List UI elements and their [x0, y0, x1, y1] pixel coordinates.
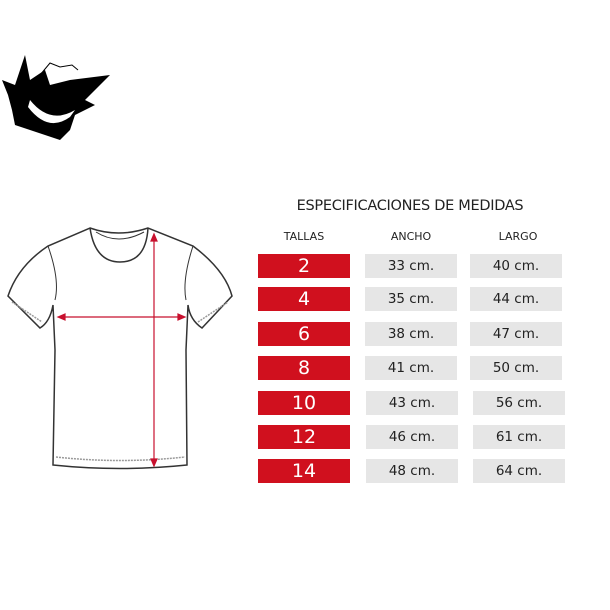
length-cell: 56 cm. — [473, 391, 565, 415]
width-cell: 38 cm. — [365, 322, 457, 346]
ghost-logo-icon — [2, 55, 110, 140]
length-cell: 40 cm. — [470, 254, 562, 278]
width-cell: 35 cm. — [365, 287, 457, 311]
width-cell: 33 cm. — [365, 254, 457, 278]
width-cell: 43 cm. — [366, 391, 458, 415]
width-cell: 46 cm. — [366, 425, 458, 449]
size-cell: 2 — [258, 254, 350, 278]
size-cell: 8 — [258, 356, 350, 380]
tshirt-diagram — [7, 227, 233, 470]
size-cell: 14 — [258, 459, 350, 483]
width-cell: 48 cm. — [366, 459, 458, 483]
length-cell: 44 cm. — [470, 287, 562, 311]
width-cell: 41 cm. — [365, 356, 457, 380]
length-cell: 47 cm. — [470, 322, 562, 346]
size-cell: 12 — [258, 425, 350, 449]
page-title: ESPECIFICACIONES DE MEDIDAS — [296, 198, 524, 214]
size-cell: 4 — [258, 287, 350, 311]
length-cell: 50 cm. — [470, 356, 562, 380]
length-cell: 61 cm. — [473, 425, 565, 449]
header-tallas: TALLAS — [283, 230, 325, 243]
size-cell: 10 — [258, 391, 350, 415]
header-largo: LARGO — [498, 230, 538, 243]
header-ancho: ANCHO — [390, 230, 432, 243]
size-cell: 6 — [258, 322, 350, 346]
length-cell: 64 cm. — [473, 459, 565, 483]
measure-arrows — [56, 232, 187, 468]
